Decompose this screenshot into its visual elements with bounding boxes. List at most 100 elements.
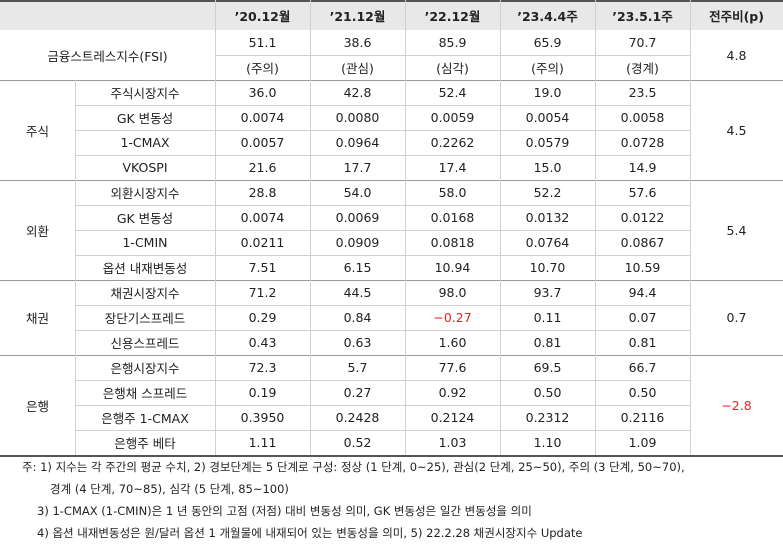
cell-value: 54.0 [343, 185, 372, 200]
cell-value: 0.0579 [525, 135, 570, 150]
v-rule [595, 355, 596, 455]
cell-value: 21.6 [248, 160, 277, 175]
row-label: 채권시장지수 [110, 286, 180, 301]
fsi-value: 38.6 [343, 35, 372, 50]
cell-value: 0.0211 [240, 235, 285, 250]
cell-value: 98.0 [438, 285, 467, 300]
cell-value: 93.7 [533, 285, 562, 300]
row-label: 은행주 베타 [114, 436, 176, 451]
fsi-change: 4.8 [726, 47, 747, 63]
column-header: 전주비(p) [709, 8, 764, 24]
h-rule [0, 180, 783, 181]
row-label: 은행시장지수 [110, 361, 180, 376]
cell-value: 10.59 [624, 260, 661, 275]
h-rule [0, 280, 783, 281]
cell-value: 0.0909 [335, 235, 380, 250]
cell-value: 0.0867 [620, 235, 665, 250]
v-rule [500, 355, 501, 455]
cell-value: 0.43 [248, 335, 277, 350]
row-label: 장단기스프레드 [104, 311, 186, 326]
h-rule [75, 205, 690, 206]
fsi-label: 금융스트레스지수(FSI) [47, 48, 168, 64]
section-change: 5.4 [726, 222, 747, 238]
row-label: 은행주 1-CMAX [101, 411, 189, 426]
cell-value: 0.0764 [525, 235, 570, 250]
fsi-level: (심각) [436, 61, 469, 76]
row-label: 1-CMAX [120, 135, 170, 150]
h-rule [75, 105, 690, 106]
cell-value: 36.0 [248, 85, 277, 100]
v-rule [310, 280, 311, 355]
v-rule [405, 80, 406, 180]
v-rule [690, 80, 691, 180]
v-rule [310, 0, 311, 80]
cell-value: 77.6 [438, 360, 467, 375]
row-label: GK 변동성 [116, 211, 174, 226]
cell-value: 42.8 [343, 85, 372, 100]
column-header: ’20.12월 [234, 8, 291, 24]
h-rule [0, 355, 783, 356]
cell-value: −0.27 [433, 310, 472, 325]
row-label: 주식시장지수 [110, 86, 180, 101]
v-rule [595, 180, 596, 280]
cell-value: 58.0 [438, 185, 467, 200]
cell-value: 0.0728 [620, 135, 665, 150]
v-rule [75, 180, 76, 280]
cell-value: 1.60 [438, 335, 467, 350]
cell-value: 5.7 [347, 360, 368, 375]
cell-value: 28.8 [248, 185, 277, 200]
v-rule [405, 180, 406, 280]
cell-value: 0.2428 [335, 410, 380, 425]
cell-value: 0.11 [533, 310, 562, 325]
cell-value: 0.2262 [430, 135, 475, 150]
row-label: 은행채 스프레드 [102, 386, 188, 401]
cell-value: 14.9 [628, 160, 657, 175]
cell-value: 0.0168 [430, 210, 475, 225]
v-rule [595, 0, 596, 80]
cell-value: 71.2 [248, 285, 277, 300]
column-header: ’23.4.4주 [517, 8, 578, 24]
h-rule [215, 55, 690, 56]
fsi-level: (주의) [531, 61, 564, 76]
row-label: 신용스프레드 [110, 336, 180, 351]
cell-value: 66.7 [628, 360, 657, 375]
cell-value: 0.0080 [335, 110, 380, 125]
fsi-value: 85.9 [438, 35, 467, 50]
v-rule [500, 0, 501, 80]
cell-value: 0.0132 [525, 210, 570, 225]
cell-value: 0.50 [628, 385, 657, 400]
cell-value: 72.3 [248, 360, 277, 375]
cell-value: 52.4 [438, 85, 467, 100]
row-label: 외환시장지수 [110, 186, 180, 201]
note-line: 경계 (4 단계, 70~85), 심각 (5 단계, 85~100) [50, 482, 289, 496]
cell-value: 0.63 [343, 335, 372, 350]
section-name: 주식 [25, 123, 49, 139]
cell-value: 0.19 [248, 385, 277, 400]
column-header: ’21.12월 [329, 8, 386, 24]
section-name: 채권 [25, 311, 49, 326]
v-rule [215, 0, 216, 80]
row-label: GK 변동성 [116, 111, 174, 126]
cell-value: 0.0054 [525, 110, 570, 125]
fsi-value: 51.1 [248, 35, 277, 50]
fsi-level: (관심) [341, 61, 374, 76]
row-label: 옵션 내재변동성 [102, 261, 188, 276]
cell-value: 0.0074 [240, 210, 285, 225]
h-rule [75, 230, 690, 231]
h-rule [0, 455, 783, 457]
column-header: ’23.5.1주 [612, 8, 673, 24]
cell-value: 0.0059 [430, 110, 475, 125]
h-rule [75, 130, 690, 131]
cell-value: 6.15 [343, 260, 372, 275]
section-change: 4.5 [726, 122, 747, 138]
cell-value: 0.29 [248, 310, 277, 325]
cell-value: 0.0058 [620, 110, 665, 125]
v-rule [500, 180, 501, 280]
v-rule [215, 355, 216, 455]
v-rule [75, 80, 76, 180]
fsi-value: 65.9 [533, 35, 562, 50]
cell-value: 1.10 [533, 435, 562, 450]
cell-value: 57.6 [628, 185, 657, 200]
cell-value: 17.4 [438, 160, 467, 175]
